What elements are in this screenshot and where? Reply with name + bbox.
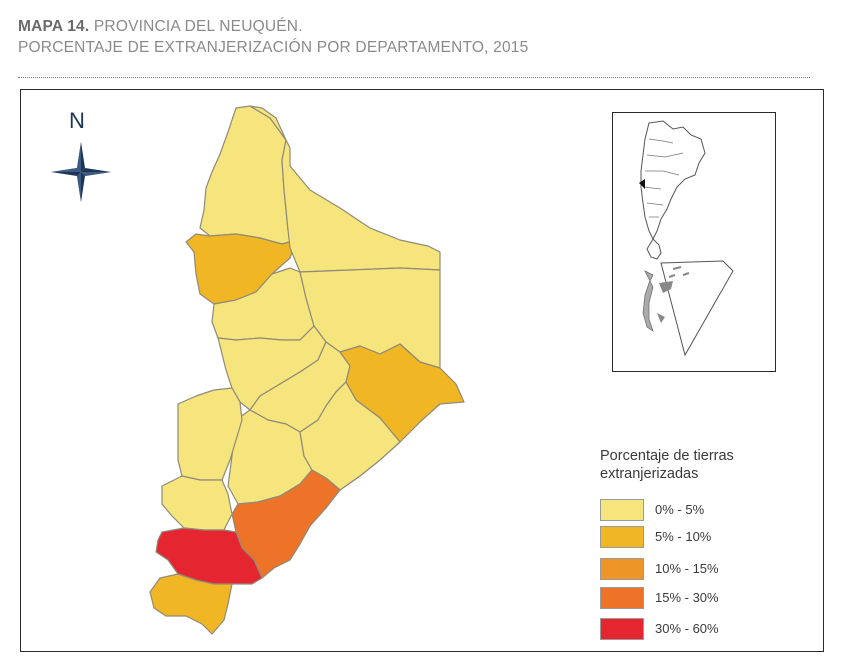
dept-lacar xyxy=(155,527,263,585)
legend-item-1: 5% - 10% xyxy=(600,526,800,550)
argentina-locator-map xyxy=(639,120,734,357)
map-header: MAPA 14. PROVINCIA DEL NEUQUÉN. PORCENTA… xyxy=(18,16,840,58)
legend-swatch-0 xyxy=(600,499,644,521)
dept-huiliches xyxy=(161,475,233,531)
map-title: MAPA 14. PROVINCIA DEL NEUQUÉN. xyxy=(18,16,840,37)
legend-item-3: 15% - 30% xyxy=(600,587,800,611)
legend-title: Porcentaje de tierras extranjerizadas xyxy=(600,448,734,482)
map-subtitle: PORCENTAJE DE EXTRANJERIZACIÓN POR DEPAR… xyxy=(18,39,529,56)
legend-swatch-3 xyxy=(600,587,644,609)
legend: Porcentaje de tierras extranjerizadas 0%… xyxy=(600,447,800,640)
dept-los-lagos xyxy=(149,573,233,635)
legend-label-4: 30% - 60% xyxy=(655,621,719,636)
dept-minas xyxy=(199,105,297,245)
map-title-text: PROVINCIA DEL NEUQUÉN. xyxy=(89,18,303,35)
legend-swatch-4 xyxy=(600,618,644,640)
legend-swatch-2 xyxy=(600,558,644,580)
dept-pehuenches xyxy=(249,105,441,273)
legend-swatch-1 xyxy=(600,526,644,548)
north-label: N xyxy=(69,108,85,133)
header-divider xyxy=(18,77,810,78)
legend-item-2: 10% - 15% xyxy=(600,558,800,582)
compass-rose-icon xyxy=(51,142,111,202)
legend-label-0: 0% - 5% xyxy=(655,502,705,517)
legend-label-3: 15% - 30% xyxy=(655,590,719,605)
legend-label-2: 10% - 15% xyxy=(655,561,719,576)
map-frame xyxy=(20,89,824,652)
legend-label-1: 5% - 10% xyxy=(655,529,712,544)
map-number: MAPA 14. xyxy=(18,18,90,35)
argentina-locator-inset xyxy=(612,112,776,372)
legend-item-4: 30% - 60% xyxy=(600,618,800,642)
legend-item-0: 0% - 5% xyxy=(600,499,800,523)
